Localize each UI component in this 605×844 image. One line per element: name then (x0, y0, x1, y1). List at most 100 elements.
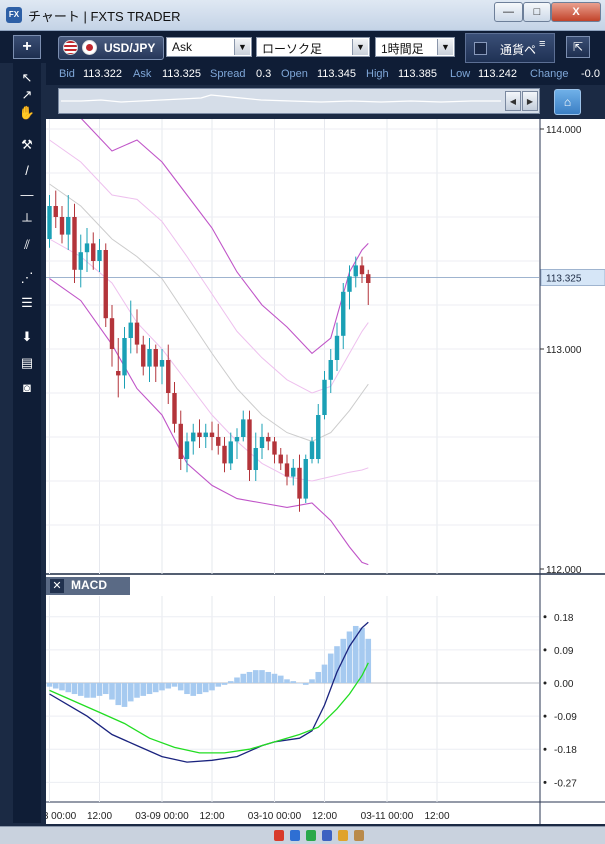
add-chart-button[interactable]: + (13, 35, 41, 59)
navigator-left-button[interactable]: ◀ (505, 91, 521, 111)
macd-histogram-bar (121, 683, 128, 707)
tray-icon[interactable] (290, 830, 300, 841)
tray-icon[interactable] (338, 830, 348, 841)
candle-body (284, 463, 290, 477)
menu-icon[interactable]: ≡ (539, 38, 546, 50)
vertical-line-icon[interactable]: ┴ (22, 213, 32, 228)
macd-histogram-bar (252, 670, 259, 683)
hand-icon[interactable]: ✋ (18, 105, 36, 120)
macd-histogram-bar (127, 683, 134, 702)
chart-home-button[interactable]: ⌂ (554, 89, 581, 115)
candle-body (191, 432, 196, 442)
candle-body (122, 338, 127, 376)
change-label: Change (530, 68, 569, 80)
macd-histogram-bar (334, 646, 340, 683)
price-side-value: Ask (172, 40, 193, 54)
spread-label: Spread (210, 68, 246, 80)
chart-canvas[interactable]: 03-08 00:00 12:00 03-09 00:00 12:00 03-10 00… (23, 84, 605, 824)
maximize-button[interactable]: □ (523, 2, 551, 22)
hammer-icon[interactable]: ⚒ (21, 137, 33, 152)
chevron-down-icon: ▼ (437, 39, 453, 55)
x-tick-label: 12:00 (199, 811, 224, 822)
candle-body (116, 371, 121, 376)
y-tick-label: 113.000 (546, 345, 582, 356)
macd-close-button[interactable]: ✕ (50, 579, 64, 593)
band-line-lower-inner (49, 238, 369, 482)
currency-pair-checkbox[interactable] (474, 42, 487, 55)
tray-icon[interactable] (274, 830, 284, 841)
candle-body (328, 360, 333, 380)
macd-histogram-bar (246, 671, 253, 683)
macd-histogram-bar (315, 671, 322, 683)
candle-body (366, 274, 371, 283)
candle-body (153, 349, 158, 367)
macd-tick-label: -0.27 (554, 778, 577, 789)
macd-histogram-bar (365, 638, 372, 683)
candle-body (78, 252, 83, 270)
crosshair-arrow-icon[interactable]: ↗ (21, 87, 33, 102)
candle-body (353, 265, 358, 277)
macd-histogram-bar (90, 683, 97, 698)
list-icon[interactable]: ▤ (20, 355, 34, 370)
macd-histogram-bar (321, 664, 328, 683)
tray-icon[interactable] (354, 830, 364, 841)
macd-histogram-bar (77, 683, 84, 696)
band-line-upper-outer (49, 84, 369, 355)
navigator-sparkline (61, 94, 501, 103)
currency-pair-panel[interactable]: 通貨ペ ≡ (465, 33, 555, 63)
tray-icon[interactable] (306, 830, 316, 841)
candle-body (197, 432, 202, 437)
macd-histogram-bar (346, 631, 353, 683)
macd-title: MACD (71, 578, 107, 592)
spread-value: 0.3 (256, 68, 272, 80)
x-tick-label: 03-09 00:00 (135, 811, 189, 822)
camera-icon[interactable]: ◙ (23, 380, 31, 395)
macd-histogram-bar (84, 683, 90, 698)
x-tick-label: 03-08 00:00 (46, 811, 77, 822)
candle-body (266, 437, 271, 442)
fibonacci-icon[interactable]: ☰ (21, 295, 33, 310)
symbol-button[interactable]: USD/JPY (58, 36, 164, 60)
open-label: Open (281, 68, 308, 80)
popout-button[interactable]: ⇱ (566, 36, 590, 58)
open-value: 113.345 (317, 68, 356, 80)
fan-icon[interactable]: ⋰ (20, 270, 34, 285)
navigator-right-button[interactable]: ▶ (522, 91, 538, 111)
macd-histogram-bar (215, 683, 222, 687)
horizontal-line-icon[interactable]: — (20, 187, 34, 202)
candle-body (341, 291, 346, 336)
chart-navigator[interactable]: ◀ ▶ (58, 88, 540, 114)
candle-body (359, 265, 365, 275)
trend-line-icon[interactable]: / (25, 163, 29, 178)
select-arrow-icon[interactable]: ↖ (21, 70, 33, 85)
tray-icon[interactable] (322, 830, 332, 841)
macd-histogram-bar (352, 625, 359, 683)
download-icon[interactable]: ⬇ (21, 329, 33, 344)
timeframe-select[interactable]: 1時間足 ▼ (375, 37, 455, 57)
high-label: High (366, 68, 389, 80)
candle-body (47, 206, 52, 239)
chart-area[interactable]: 03-08 00:00 12:00 03-09 00:00 12:00 03-10 00… (23, 84, 605, 824)
currency-pair-label: 通貨ペ (500, 43, 537, 57)
jp-flag-icon (82, 40, 97, 55)
app-icon: FX (6, 7, 22, 23)
drawing-toolbar: ↖ ↗ ✋ ⚒ / — ┴ ⫽ ⋰ ☰ ⬇ ▤ ◙ (13, 63, 41, 823)
macd-tick-label: 0.00 (554, 679, 574, 690)
chart-type-select[interactable]: ローソク足 ▼ (256, 37, 370, 57)
macd-tick-label: -0.09 (554, 712, 577, 723)
price-side-select[interactable]: Ask ▼ (166, 37, 252, 57)
macd-histogram-bar (177, 683, 184, 691)
candle-body (134, 322, 140, 345)
candle-body (241, 419, 246, 437)
macd-tick-label: 0.09 (554, 646, 574, 657)
macd-histogram-bar (196, 683, 203, 695)
minimize-button[interactable]: — (494, 2, 523, 22)
close-button[interactable]: X (551, 2, 601, 22)
macd-tick-dot (543, 714, 547, 718)
taskbar (0, 826, 605, 844)
candle-body (347, 276, 352, 292)
macd-histogram-bar (259, 670, 265, 683)
candle-body (316, 415, 321, 459)
channel-icon[interactable]: ⫽ (24, 237, 30, 252)
macd-histogram-bar (271, 673, 278, 683)
